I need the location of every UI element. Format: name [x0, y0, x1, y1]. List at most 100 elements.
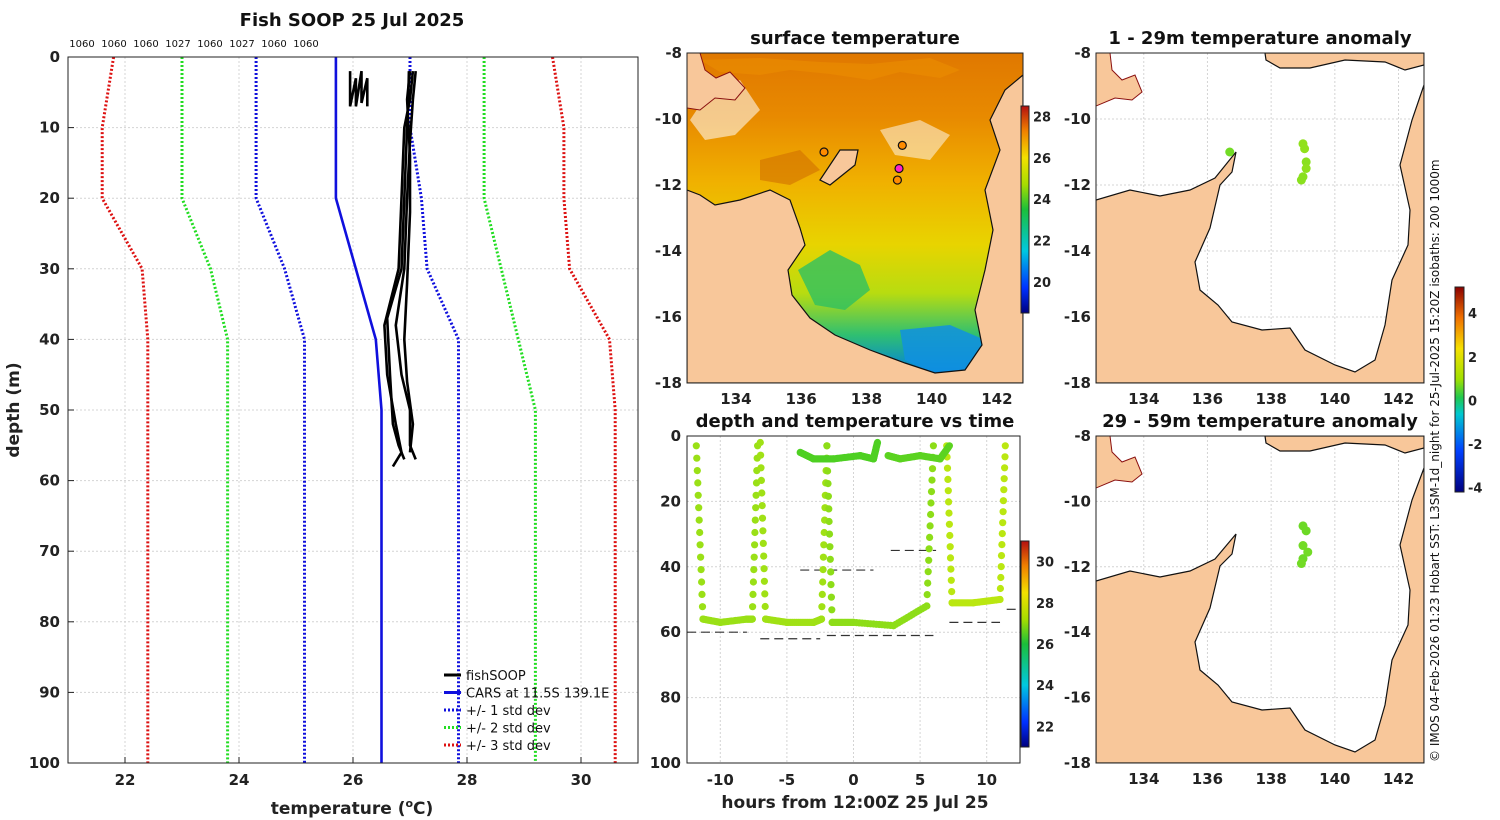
time-point	[924, 568, 932, 576]
time-point	[760, 552, 768, 560]
profile-line--2-std-dev	[180, 57, 230, 763]
time-point	[927, 499, 935, 507]
anom-colorbar	[1454, 286, 1465, 493]
sst-land-point	[819, 149, 859, 186]
time-point	[944, 475, 952, 483]
profile-line-fishsoop-cast-3	[394, 70, 417, 460]
time-point	[927, 510, 935, 519]
time-point	[820, 541, 828, 549]
time-point	[873, 438, 882, 447]
time-point	[750, 566, 758, 574]
time-point	[758, 514, 767, 522]
profile-top-label: 1060	[101, 39, 126, 50]
time-point	[945, 498, 953, 506]
map-y-tick-label: -16	[1064, 308, 1091, 326]
time-colorbar-tick-label: 22	[1036, 720, 1054, 735]
map-x-tick-label: 136	[786, 390, 817, 408]
time-point	[751, 541, 759, 549]
time-point	[1000, 475, 1008, 483]
profile-line--3-std-dev	[551, 56, 617, 763]
time-point	[925, 556, 933, 564]
map-y-tick-label: -10	[1064, 110, 1091, 128]
sst-warm-patch	[760, 150, 820, 185]
time-colorbar-ticks: 22 24 26 28 30	[1036, 556, 1054, 736]
profile-y-tick-label: 20	[39, 189, 60, 207]
sst-cool-patch-west	[798, 250, 870, 310]
time-point	[826, 555, 834, 563]
anom2-land-north	[1264, 436, 1424, 454]
anom1-land-north	[1264, 53, 1424, 71]
profile-line-cars	[334, 57, 383, 763]
profile-legend-label: CARS at 11.5S 139.1E	[466, 687, 609, 702]
time-point	[697, 553, 705, 561]
sst-cloud-2	[880, 120, 950, 160]
profile-top-label: 1060	[69, 39, 94, 50]
map-y-tick-label: -12	[1064, 176, 1091, 194]
anom2-x-ticks: 134 136 138 140 142	[1128, 770, 1414, 788]
time-x-ticks: -10 -5 0 5 10	[707, 771, 997, 789]
time-point	[928, 476, 936, 484]
sst-land-australia	[687, 74, 1023, 383]
anom1-x-ticks: 134 136 138 140 142	[1128, 390, 1414, 408]
profile-line-fishsoop-shallow	[348, 70, 369, 107]
anom2-point	[1296, 559, 1306, 569]
map-x-tick-label: 136	[1192, 770, 1223, 788]
time-y-tick-label: 100	[650, 754, 681, 772]
time-point	[749, 590, 757, 599]
time-colorbar	[1020, 540, 1030, 748]
profile-y-tick-label: 0	[50, 48, 60, 66]
time-point	[999, 519, 1007, 527]
profile-x-ticks: 22 24 26 28 30	[115, 757, 591, 789]
time-x-label: hours from 12:00Z 25 Jul 25	[721, 793, 988, 813]
time-point	[751, 516, 759, 524]
profile-grid	[68, 56, 638, 764]
anom1-frame	[1095, 52, 1425, 384]
anom-colorbar-ticks: -4 -2 0 2 4	[1468, 307, 1482, 496]
time-point	[923, 602, 931, 610]
sst-colorbar-ticks: 20 22 24 26 28	[1033, 110, 1051, 291]
map-y-tick-label: -12	[1064, 558, 1091, 576]
profile-x-tick-label: 28	[457, 771, 478, 789]
time-y-ticks: 0 20 40 60 80 100	[650, 427, 681, 772]
profile-line--2-std-dev	[482, 57, 537, 763]
profile-legend-label: +/- 2 std dev	[466, 722, 551, 737]
sst-markers	[819, 140, 907, 185]
time-point	[824, 492, 833, 500]
profile-legend: fishSOOP CARS at 11.5S 139.1E +/- 1 std de…	[444, 669, 609, 754]
time-point	[945, 520, 954, 528]
time-point	[927, 488, 936, 496]
anom-colorbar-tick-label: -2	[1468, 438, 1482, 453]
time-y-tick-label: 20	[660, 492, 681, 510]
time-point	[693, 454, 701, 462]
profile-panel: Fish SOOP 25 Jul 2025 1060 1060 1060 1027 10…	[4, 10, 639, 819]
time-point	[748, 615, 756, 623]
sst-colorbar	[1020, 105, 1030, 314]
map-y-tick-label: -8	[665, 44, 682, 62]
profile-y-tick-label: 30	[39, 260, 60, 278]
time-point	[695, 516, 703, 524]
anom-colorbar-tick-label: 4	[1468, 307, 1477, 322]
time-point	[945, 442, 954, 450]
time-x-tick-label: 0	[848, 771, 858, 789]
anom2-land-nw	[1096, 436, 1143, 489]
time-title: depth and temperature vs time	[696, 411, 1015, 432]
time-x-tick-label: -10	[707, 771, 734, 789]
time-point	[757, 451, 765, 459]
time-colorbar-tick-label: 28	[1036, 597, 1054, 612]
profile-legend-label: +/- 3 std dev	[466, 739, 551, 754]
profile-top-label: 1027	[165, 39, 190, 50]
time-colorbar-tick-label: 24	[1036, 679, 1054, 694]
anom1-land-nw	[1096, 53, 1143, 107]
time-point	[825, 517, 833, 526]
time-point	[819, 566, 827, 574]
time-y-tick-label: 40	[660, 558, 681, 576]
map-y-tick-label: -16	[1064, 689, 1091, 707]
time-point	[925, 545, 933, 553]
time-point	[947, 565, 955, 573]
time-point	[694, 479, 702, 487]
time-point	[819, 553, 828, 561]
map-x-tick-label: 140	[916, 390, 947, 408]
time-point	[757, 464, 765, 472]
anom2-land-australia	[1096, 467, 1424, 763]
time-point	[698, 590, 706, 599]
